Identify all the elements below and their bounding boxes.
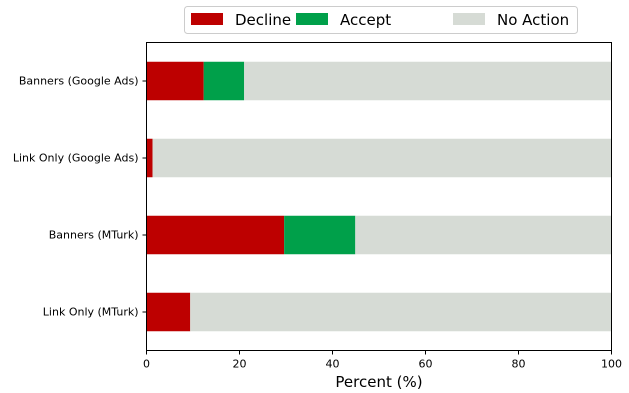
bar-accept-banners-google-ads <box>203 61 245 101</box>
bar-no-action-link-only-mturk <box>190 292 612 332</box>
x-axis: 0 20 40 60 80 100 <box>143 350 622 371</box>
x-tick-label: 20 <box>233 358 247 371</box>
y-tick-label: Link Only (MTurk) <box>43 306 139 319</box>
legend-label-decline: Decline <box>235 11 291 29</box>
legend: Decline Accept No Action <box>184 6 578 34</box>
bar-decline-link-only-mturk <box>146 292 191 332</box>
x-axis-label: Percent (%) <box>335 373 422 391</box>
legend-swatch-accept <box>296 13 328 25</box>
plot-frame <box>146 42 612 351</box>
bar-decline-banners-google-ads <box>146 61 204 101</box>
x-tick-label: 40 <box>326 358 340 371</box>
x-tick-label: 100 <box>601 358 622 371</box>
bars <box>146 61 612 332</box>
bar-no-action-banners-mturk <box>355 215 612 255</box>
bar-accept-banners-mturk <box>284 215 356 255</box>
y-axis: Banners (Google Ads) Link Only (Google Ad… <box>13 75 147 319</box>
y-tick-label: Banners (MTurk) <box>49 229 139 242</box>
bar-decline-banners-mturk <box>146 215 285 255</box>
bar-no-action-link-only-google-ads <box>152 138 612 178</box>
legend-swatch-decline <box>191 13 223 25</box>
y-tick-label: Banners (Google Ads) <box>19 75 139 88</box>
x-tick-label: 60 <box>419 358 433 371</box>
legend-label-accept: Accept <box>340 11 391 29</box>
x-tick-label: 0 <box>143 358 150 371</box>
bar-decline-link-only-google-ads <box>146 138 153 178</box>
bar-no-action-banners-google-ads <box>244 61 612 101</box>
legend-swatch-no-action <box>453 13 485 25</box>
y-tick-label: Link Only (Google Ads) <box>13 152 139 165</box>
x-tick-label: 80 <box>512 358 526 371</box>
legend-label-no-action: No Action <box>497 11 569 29</box>
